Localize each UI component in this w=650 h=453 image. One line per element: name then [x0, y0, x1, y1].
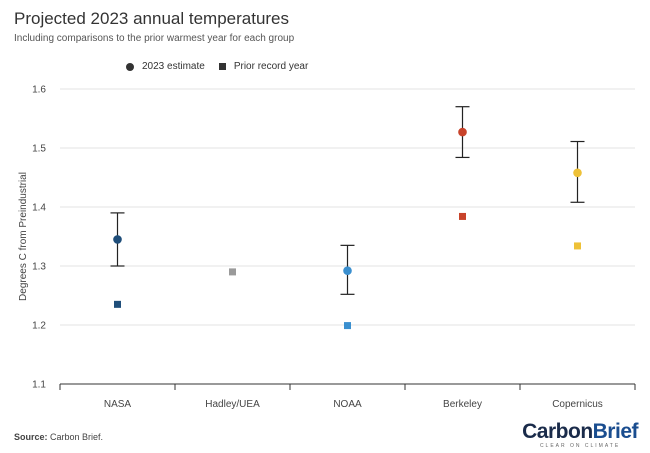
record-point — [344, 322, 351, 330]
y-tick-label: 1.1 — [32, 380, 46, 391]
logo-word-2: Brief — [592, 420, 639, 443]
record-point — [229, 268, 236, 276]
axes: 1.1 1.2 1.3 1.4 1.5 1.6 NASA Hadley/UEA NOAA Berk… — [18, 85, 636, 410]
carbon-brief-logo: CarbonBrief CLEAR ON CLIMATE — [522, 421, 638, 449]
logo-wordmark: CarbonBrief — [522, 421, 638, 442]
source-note: Source: Carbon Brief. — [14, 432, 103, 442]
source-text: Carbon Brief. — [50, 432, 104, 442]
chart-legend: 2023 estimate Prior record year — [126, 61, 322, 72]
estimate-point — [343, 266, 352, 276]
source-label: Source: — [14, 432, 48, 442]
x-tick-label: Hadley/UEA — [205, 399, 260, 410]
y-tick-label: 1.5 — [32, 144, 46, 155]
legend-circle-icon — [126, 62, 134, 71]
y-tick-label: 1.3 — [32, 262, 46, 273]
estimate-point — [113, 235, 122, 244]
chart-subtitle: Including comparisons to the prior warme… — [14, 33, 295, 44]
record-point — [574, 242, 581, 250]
legend-square-icon — [218, 63, 226, 70]
legend-item-record: Prior record year — [218, 61, 309, 72]
chart-title: Projected 2023 annual temperatures — [14, 9, 290, 28]
x-tick-label: NOAA — [333, 399, 362, 410]
x-tick-label: Berkeley — [443, 399, 482, 410]
legend-label-record: Prior record year — [233, 61, 309, 72]
legend-item-estimate: 2023 estimate — [126, 61, 205, 72]
y-tick-label: 1.6 — [32, 85, 46, 96]
estimate-point — [573, 168, 582, 178]
record-point — [114, 300, 121, 308]
x-tick-label: NASA — [104, 399, 132, 410]
logo-tagline: CLEAR ON CLIMATE — [539, 443, 621, 449]
x-tick-label: Copernicus — [552, 399, 603, 410]
record-point — [459, 212, 466, 220]
y-tick-label: 1.4 — [32, 203, 46, 214]
data-marks — [110, 106, 585, 330]
legend-label-estimate: 2023 estimate — [142, 61, 205, 72]
y-tick-label: 1.2 — [32, 321, 46, 332]
logo-word-1: Carbon — [522, 420, 593, 443]
estimate-point — [458, 127, 467, 137]
y-axis-title: Degrees C from Preindustrial — [18, 172, 29, 301]
